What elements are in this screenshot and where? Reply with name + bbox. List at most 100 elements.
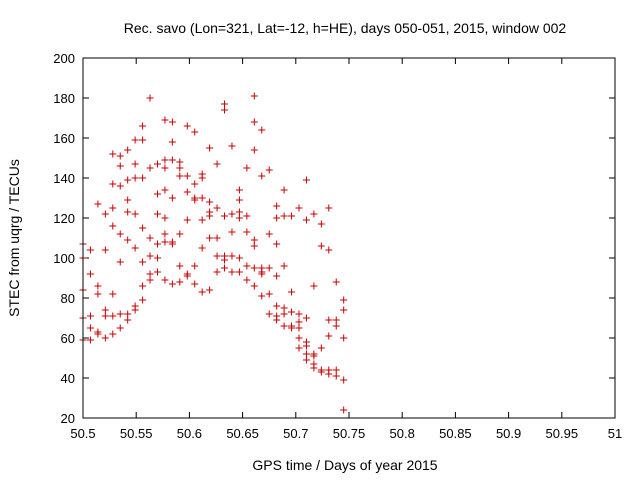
data-point: [206, 234, 214, 242]
data-point: [280, 212, 288, 220]
data-point: [265, 290, 273, 298]
data-point: [176, 278, 184, 286]
data-point: [235, 196, 243, 204]
data-point: [191, 180, 199, 188]
data-point: [213, 252, 221, 260]
data-point: [86, 270, 94, 278]
data-point: [153, 190, 161, 198]
data-point: [116, 152, 124, 160]
data-point: [273, 202, 281, 210]
data-point: [183, 122, 191, 130]
x-axis-label: GPS time / Days of year 2015: [252, 457, 437, 473]
data-point: [250, 236, 258, 244]
x-tick-label: 50.7: [283, 426, 308, 441]
y-tick-label: 200: [53, 51, 75, 66]
data-point: [101, 334, 109, 342]
data-point: [176, 172, 184, 180]
data-point: [116, 162, 124, 170]
data-point: [139, 296, 147, 304]
data-point: [146, 94, 154, 102]
data-point: [161, 116, 169, 124]
data-point: [228, 228, 236, 236]
data-point: [310, 352, 318, 360]
data-point: [124, 208, 132, 216]
data-point: [183, 188, 191, 196]
data-point: [124, 176, 132, 184]
data-point: [124, 146, 132, 154]
data-point: [109, 222, 117, 230]
data-point: [250, 242, 258, 250]
data-point: [116, 310, 124, 318]
y-tick-label: 180: [53, 91, 75, 106]
data-point: [213, 268, 221, 276]
data-point: [131, 306, 139, 314]
data-point: [213, 204, 221, 212]
data-point: [273, 316, 281, 324]
data-point: [116, 258, 124, 266]
data-point: [325, 204, 333, 212]
data-point: [131, 160, 139, 168]
data-point: [310, 210, 318, 218]
data-point: [191, 128, 199, 136]
data-point: [243, 276, 251, 284]
data-point: [131, 136, 139, 144]
data-point: [153, 160, 161, 168]
data-point: [235, 208, 243, 216]
data-point: [332, 322, 340, 330]
data-point: [153, 240, 161, 248]
data-point: [273, 240, 281, 248]
data-point: [198, 288, 206, 296]
data-point: [109, 290, 117, 298]
data-point: [273, 302, 281, 310]
data-point: [168, 280, 176, 288]
y-axis-label: STEC from uqrg / TECUs: [6, 159, 22, 317]
data-point: [302, 350, 310, 358]
data-point: [243, 228, 251, 236]
data-point: [94, 330, 102, 338]
data-point: [198, 194, 206, 202]
chart-title: Rec. savo (Lon=321, Lat=-12, h=HE), days…: [124, 20, 567, 36]
data-point: [176, 164, 184, 172]
data-point: [131, 244, 139, 252]
data-point: [265, 310, 273, 318]
data-point: [302, 356, 310, 364]
data-point: [273, 272, 281, 280]
data-point: [325, 316, 333, 324]
data-point: [258, 270, 266, 278]
data-point: [258, 126, 266, 134]
data-point: [124, 310, 132, 318]
data-point: [325, 332, 333, 340]
data-point: [280, 304, 288, 312]
data-point: [250, 282, 258, 290]
data-point: [317, 368, 325, 376]
data-point: [235, 214, 243, 222]
data-point: [235, 268, 243, 276]
y-tick-label: 40: [61, 371, 75, 386]
data-point: [206, 286, 214, 294]
data-point: [139, 122, 147, 130]
x-tick-label: 50.5: [70, 426, 95, 441]
data-point: [86, 312, 94, 320]
x-tick-label: 50.9: [496, 426, 521, 441]
data-point: [258, 172, 266, 180]
data-point: [302, 176, 310, 184]
data-point: [124, 196, 132, 204]
data-point: [131, 210, 139, 218]
y-tick-label: 60: [61, 331, 75, 346]
data-point: [168, 156, 176, 164]
data-point: [310, 364, 318, 372]
data-point: [191, 196, 199, 204]
y-tick-label: 80: [61, 291, 75, 306]
data-point: [146, 164, 154, 172]
data-point: [161, 156, 169, 164]
data-point: [101, 306, 109, 314]
data-point: [317, 344, 325, 352]
data-point: [161, 186, 169, 194]
data-point: [302, 314, 310, 322]
data-point: [265, 230, 273, 238]
data-point: [280, 262, 288, 270]
data-point: [139, 258, 147, 266]
axis-ticks: 50.5 50.55 50.6 50.65 50.7 50.75 50.8 50.85 50.9…: [53, 51, 622, 441]
data-point: [198, 244, 206, 252]
data-point: [340, 406, 348, 414]
